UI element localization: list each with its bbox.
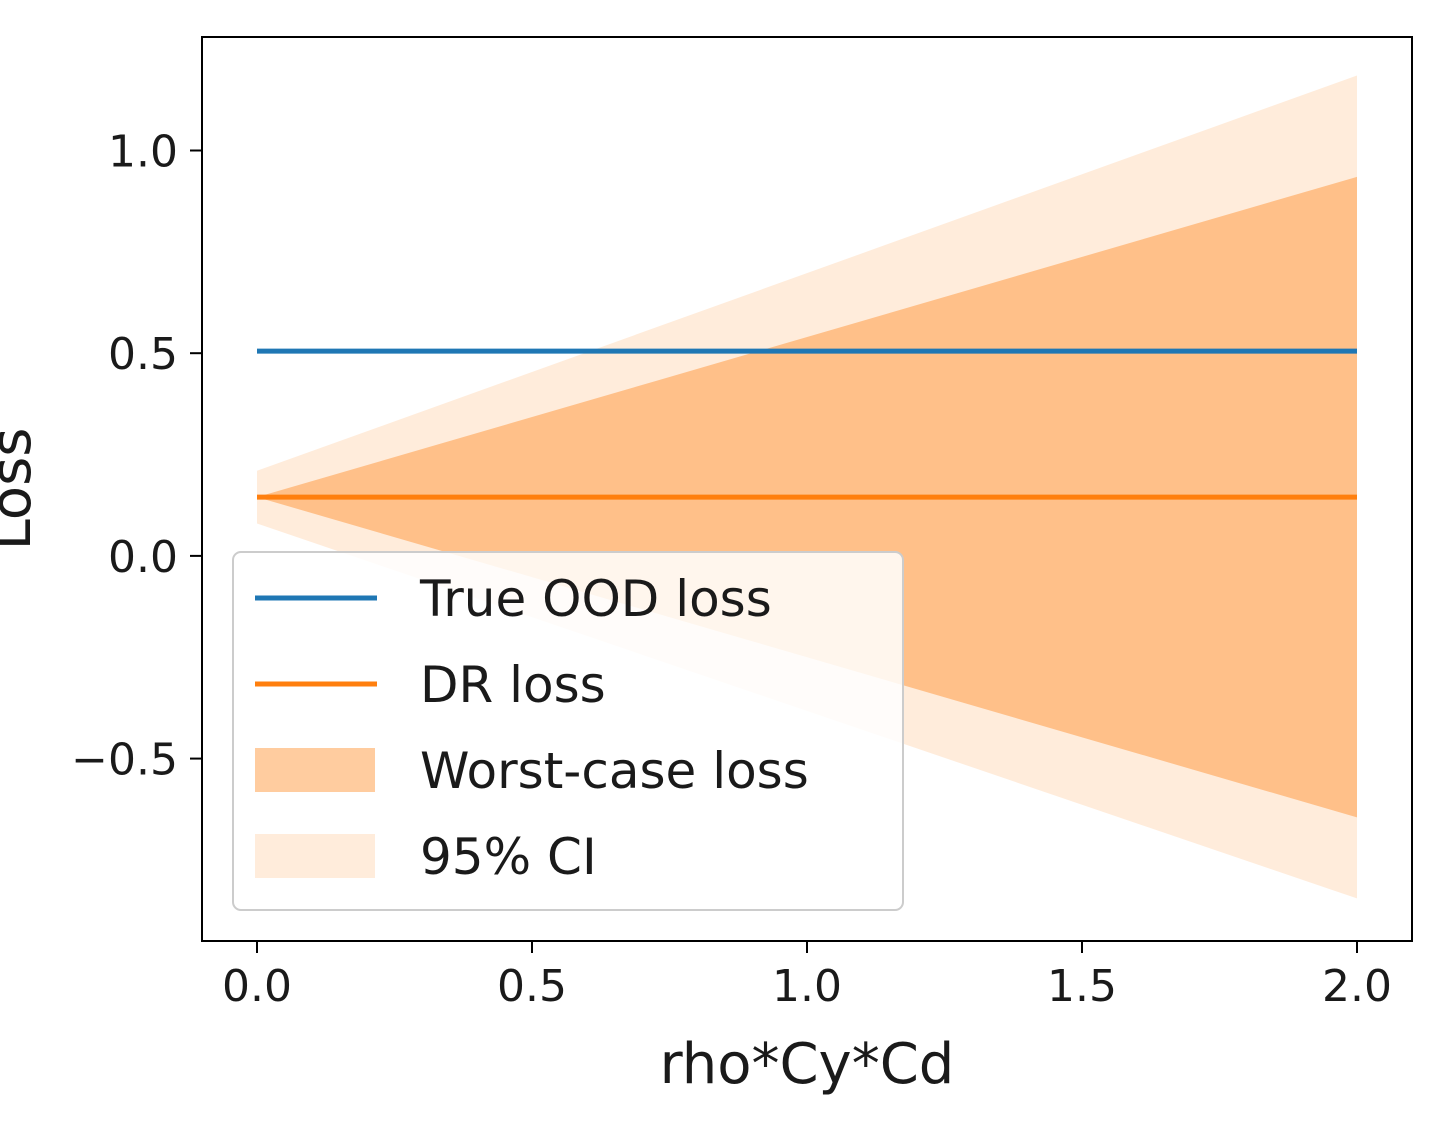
legend: True OOD loss DR loss Worst-case loss 95% C… (232, 551, 904, 911)
x-axis-label: rho*Cy*Cd (660, 1032, 955, 1097)
legend-swatch-95-ci (255, 834, 375, 878)
x-axis-ticks: 0.0 0.5 1.0 1.5 2.0 (222, 941, 1392, 1012)
x-tick-label: 0.0 (222, 961, 292, 1012)
x-tick-label: 0.5 (497, 961, 567, 1012)
y-axis-ticks: −0.5 0.0 0.5 1.0 (71, 127, 202, 786)
legend-label-worst-case-loss: Worst-case loss (420, 742, 809, 800)
band-95-ci (257, 75, 1357, 899)
x-tick-label: 1.0 (772, 961, 842, 1012)
legend-box (232, 551, 904, 911)
y-tick-label: 0.0 (108, 532, 178, 583)
legend-swatch-worst-case-loss (255, 748, 375, 792)
x-tick-label: 2.0 (1322, 961, 1392, 1012)
y-tick-label: 0.5 (108, 329, 178, 380)
legend-label-95-ci: 95% CI (420, 828, 597, 886)
y-tick-label: −0.5 (71, 735, 178, 786)
legend-label-true-ood-loss: True OOD loss (419, 570, 772, 628)
x-tick-label: 1.5 (1047, 961, 1117, 1012)
y-axis-label: Loss (0, 428, 44, 551)
legend-label-dr-loss: DR loss (420, 656, 606, 714)
y-tick-label: 1.0 (108, 127, 178, 178)
lines-layer (257, 348, 1357, 500)
